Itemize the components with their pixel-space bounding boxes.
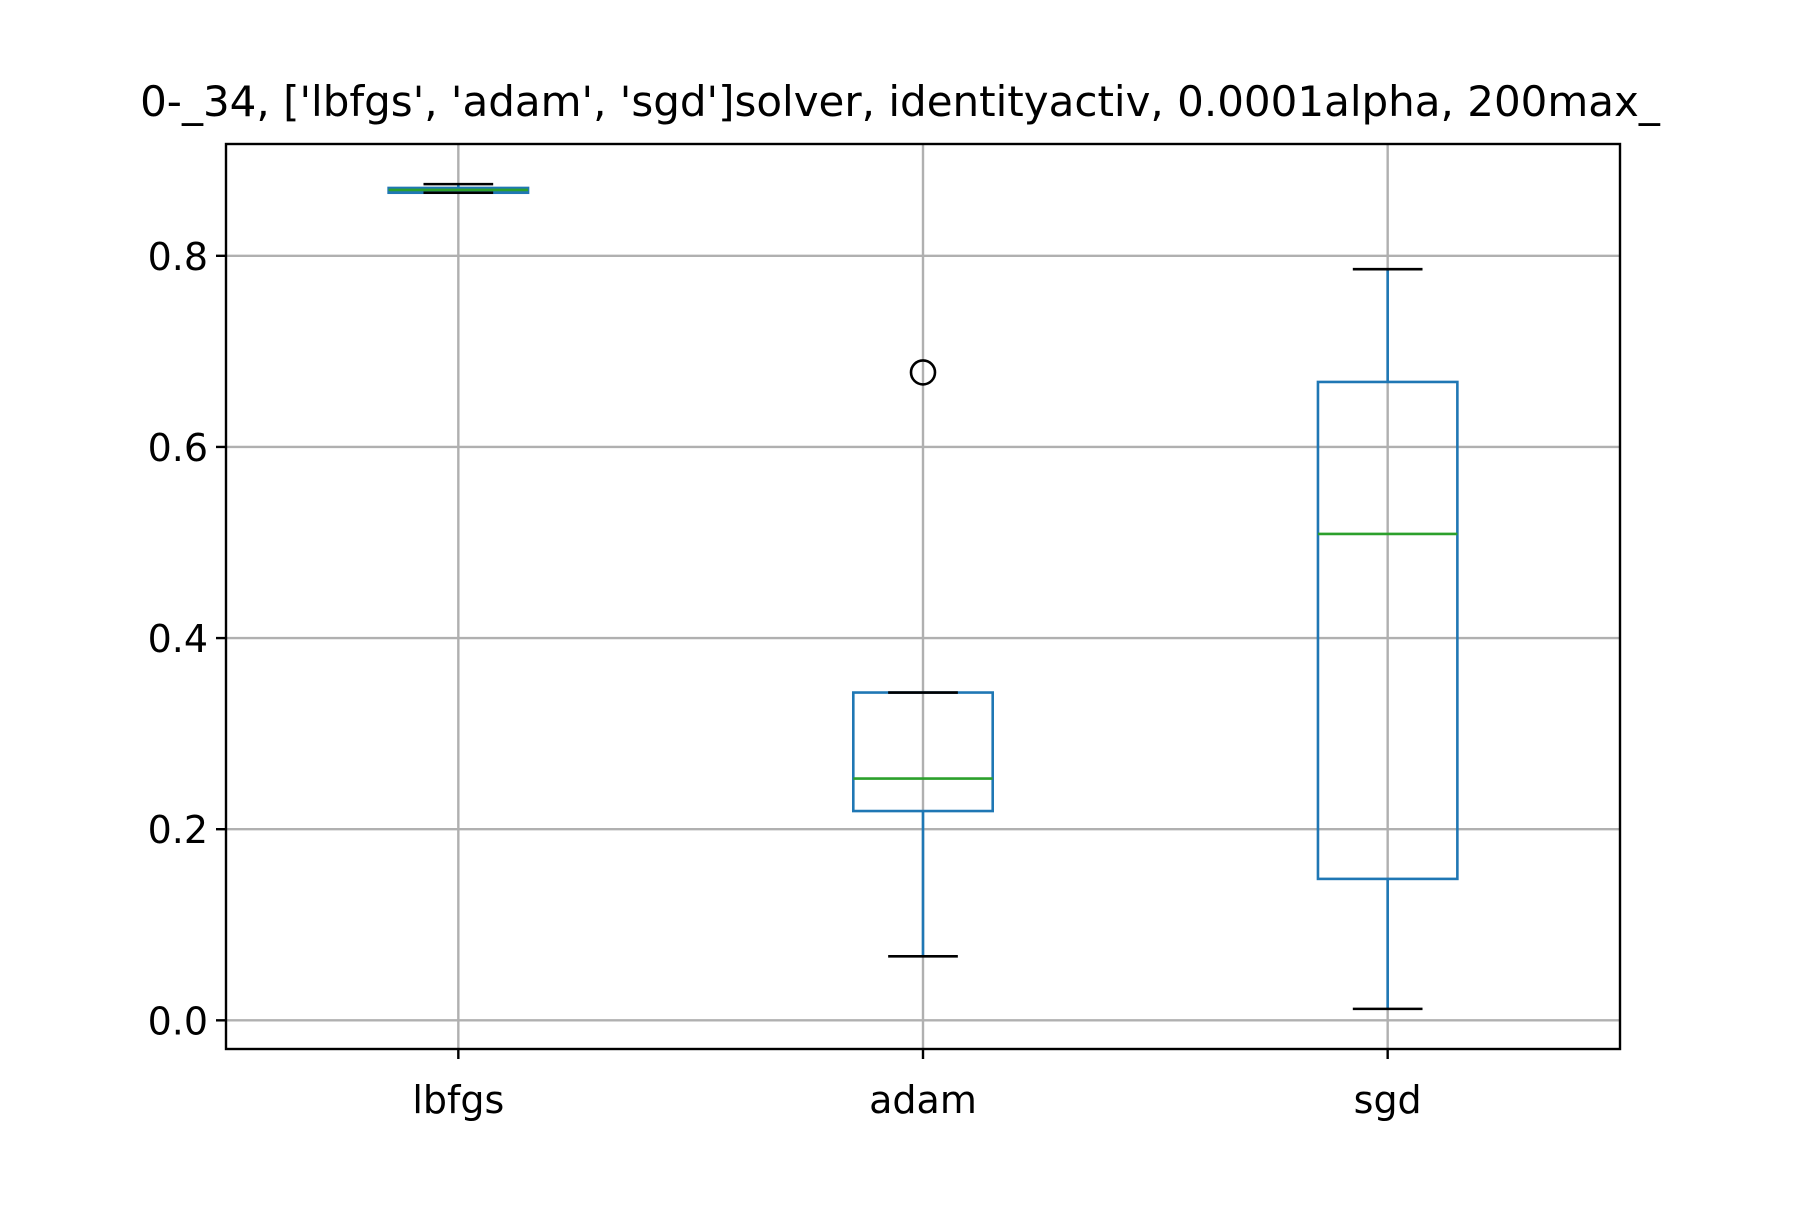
box-sgd	[1316, 267, 1459, 1011]
y-tick-label: 0.6	[148, 426, 208, 470]
flier-point	[909, 359, 937, 386]
y-tick-label: 0.2	[148, 808, 208, 852]
y-tick-label: 0.8	[148, 235, 208, 279]
y-tick-label: 0.4	[148, 617, 208, 661]
x-tick-label: lbfgs	[412, 1078, 504, 1122]
box-lbfgs	[387, 182, 530, 195]
grid	[226, 144, 1620, 1049]
box-adam	[851, 359, 994, 958]
boxes	[387, 182, 1459, 1011]
x-tick-label: sgd	[1354, 1078, 1422, 1122]
chart-title: 0-_34, ['lbfgs', 'adam', 'sgd']solver, i…	[140, 77, 1661, 126]
ticks: 0.0 0.2 0.4 0.6 0.8 lbfgs adam sgd	[148, 235, 1422, 1122]
box-rect	[1316, 380, 1459, 881]
x-tick-label: adam	[869, 1078, 977, 1122]
y-tick-label: 0.0	[148, 999, 208, 1043]
